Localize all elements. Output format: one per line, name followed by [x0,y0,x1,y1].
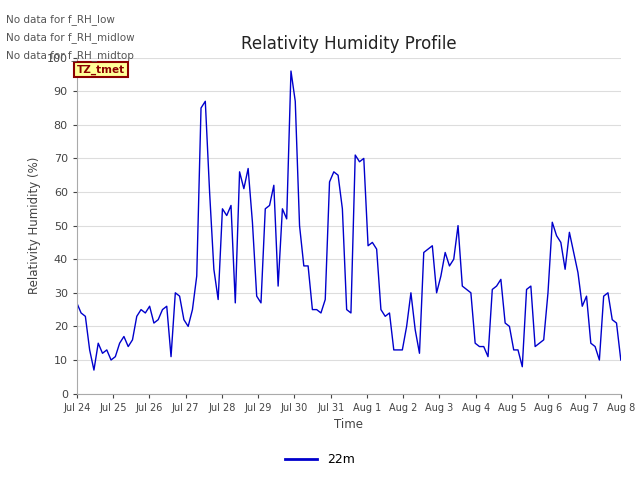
X-axis label: Time: Time [334,418,364,431]
Legend: 22m: 22m [280,448,360,471]
Text: No data for f_RH_low: No data for f_RH_low [6,14,115,25]
Text: TZ_tmet: TZ_tmet [77,64,125,74]
Text: No data for f_RH_midlow: No data for f_RH_midlow [6,32,135,43]
Title: Relativity Humidity Profile: Relativity Humidity Profile [241,35,456,53]
Text: No data for f_RH_midtop: No data for f_RH_midtop [6,50,134,61]
Y-axis label: Relativity Humidity (%): Relativity Humidity (%) [28,157,41,294]
